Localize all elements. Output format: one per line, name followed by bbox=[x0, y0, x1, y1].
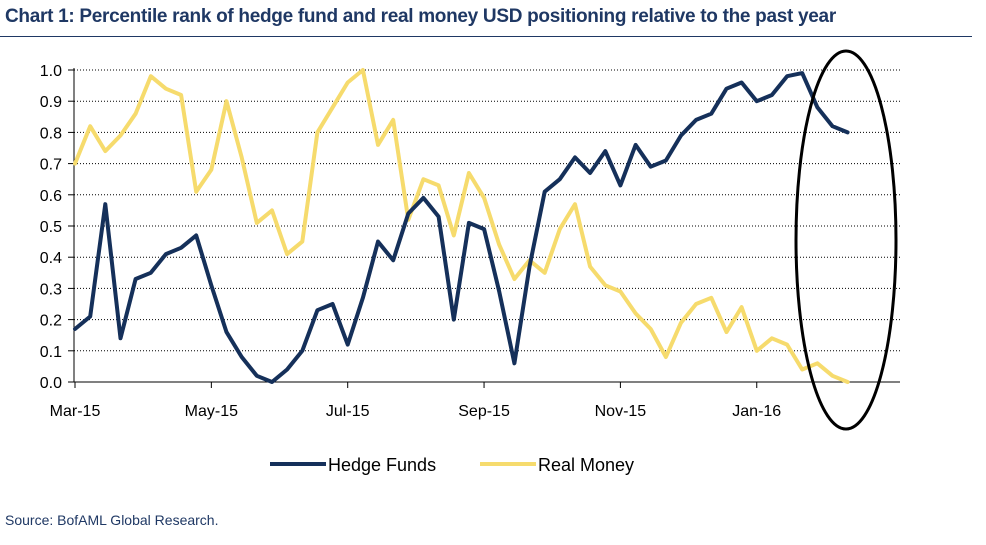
x-tick-label: May-15 bbox=[185, 403, 238, 420]
x-tick-label: Nov-15 bbox=[595, 403, 647, 420]
y-tick-label: 0.1 bbox=[40, 344, 62, 361]
y-tick-label: 0.4 bbox=[40, 250, 62, 267]
legend-real-money-label: Real Money bbox=[538, 455, 634, 475]
highlight-ellipse bbox=[794, 49, 898, 431]
y-tick-label: 0.5 bbox=[40, 219, 62, 236]
x-tick-label: Mar-15 bbox=[50, 403, 101, 420]
source-note: Source: BofAML Global Research. bbox=[5, 512, 219, 528]
series-lines bbox=[73, 68, 850, 384]
real-money-line bbox=[73, 68, 850, 384]
x-tick-label: Jan-16 bbox=[732, 403, 781, 420]
x-tick-label: Jul-15 bbox=[326, 403, 370, 420]
y-tick-label: 1.0 bbox=[40, 63, 62, 80]
y-tick-label: 0.2 bbox=[40, 313, 62, 330]
legend: Hedge Funds Real Money bbox=[270, 455, 634, 475]
y-tick-label: 0.0 bbox=[40, 375, 62, 392]
x-tick-label: Sep-15 bbox=[458, 403, 510, 420]
hedge-funds-line bbox=[73, 71, 850, 384]
y-tick-label: 0.6 bbox=[40, 188, 62, 205]
chart-title: Chart 1: Percentile rank of hedge fund a… bbox=[5, 6, 836, 27]
legend-hedge-funds-label: Hedge Funds bbox=[328, 455, 436, 475]
annotations bbox=[794, 49, 898, 431]
title-divider bbox=[0, 36, 972, 37]
y-tick-label: 0.9 bbox=[40, 94, 62, 111]
axes: 0.0 0.1 0.2 0.3 0.4 0.5 0.6 0.7 0.8 0.9 1.0 Mar-15 M… bbox=[40, 63, 900, 420]
y-tick-label: 0.8 bbox=[40, 125, 62, 142]
y-tick-label: 0.7 bbox=[40, 157, 62, 174]
y-tick-label: 0.3 bbox=[40, 281, 62, 298]
